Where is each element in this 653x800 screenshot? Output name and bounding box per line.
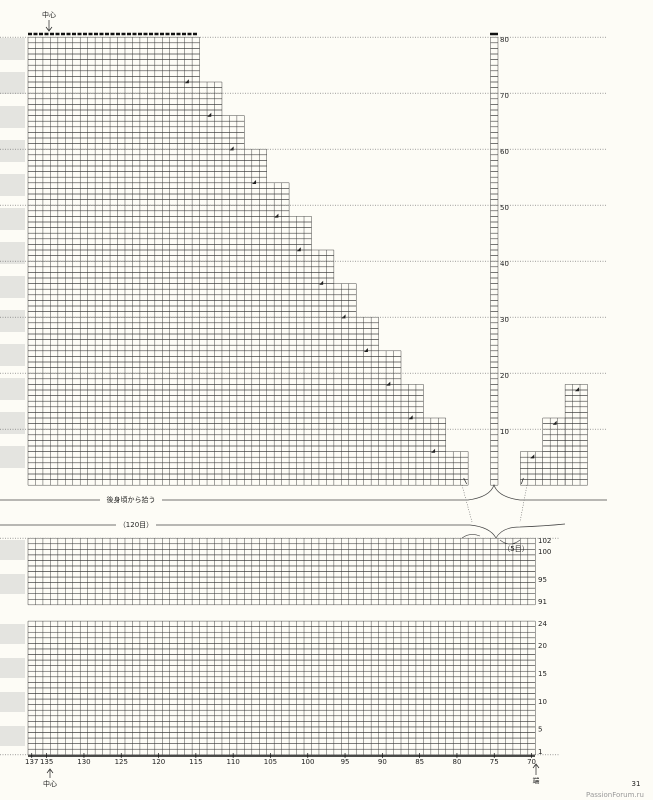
center-column — [490, 36, 499, 486]
increase-mark — [530, 454, 535, 459]
edge-arrow — [532, 763, 540, 775]
stitch-label: 70 — [527, 758, 536, 766]
row-label: 5 — [538, 726, 542, 734]
stitch-label: 100 — [301, 758, 314, 766]
decrease-mark — [363, 348, 368, 352]
decrease-mark — [431, 448, 436, 453]
row-label: 20 — [500, 372, 509, 380]
stitch-label: 95 — [341, 758, 350, 766]
row-label: 20 — [538, 642, 547, 650]
center-label-top: 中心 — [42, 10, 56, 19]
stitch-label: 115 — [189, 758, 202, 766]
row-label: 60 — [500, 148, 509, 156]
middle-grid — [27, 538, 536, 606]
left-stripes — [0, 38, 25, 746]
count-label-bg — [116, 518, 156, 531]
decrease-mark — [296, 247, 301, 252]
stitch-label: 85 — [415, 758, 424, 766]
row-label: 91 — [538, 598, 547, 606]
row-label: 102 — [538, 537, 551, 545]
stitch-label: 80 — [452, 758, 461, 766]
stitch-label: 105 — [264, 758, 277, 766]
right-grid-b — [542, 417, 566, 486]
page-number: 31 — [632, 780, 641, 788]
row-label: 100 — [538, 548, 551, 556]
center-arrow-bottom — [46, 768, 54, 778]
row-label: 70 — [500, 92, 509, 100]
center-label-bottom: 中心 — [43, 779, 57, 788]
decrease-mark — [252, 180, 257, 184]
stitch-label: 90 — [378, 758, 387, 766]
pickup-label: 後身頃から拾う — [107, 495, 156, 504]
row-label: 1 — [538, 748, 542, 756]
stitch-label: 130 — [77, 758, 90, 766]
stitch-label: 75 — [490, 758, 499, 766]
pickup-label-bg — [100, 493, 162, 506]
stitch-label: 135 — [40, 758, 53, 766]
bottom-grid — [27, 620, 536, 756]
center-arrow-top — [45, 20, 53, 32]
row-label: 10 — [500, 428, 509, 436]
pickup-arrows — [463, 477, 524, 485]
row-label: 24 — [538, 620, 547, 628]
decrease-mark — [386, 381, 391, 386]
count-line — [0, 523, 566, 539]
edge-label: 端 — [533, 776, 540, 785]
row-label: 50 — [500, 204, 509, 212]
row-label: 80 — [500, 36, 509, 44]
decrease-mark — [184, 79, 189, 84]
decrease-mark — [207, 112, 212, 117]
top-grid — [27, 36, 469, 486]
row-label: 10 — [538, 698, 547, 706]
decrease-mark — [408, 415, 413, 420]
row-label: 95 — [538, 576, 547, 584]
row-label: 30 — [500, 316, 509, 324]
stitch-count-label: （120目） — [119, 521, 153, 529]
row-label: 15 — [538, 670, 547, 678]
side-count-label: （5目） — [503, 545, 528, 553]
decrease-mark — [319, 280, 324, 285]
row-label: 40 — [500, 260, 509, 268]
stitch-label: 137 — [25, 758, 38, 766]
increase-mark — [575, 387, 580, 392]
stitch-label: 110 — [226, 758, 239, 766]
stitch-label: 120 — [152, 758, 165, 766]
watermark: PassionForum.ru — [586, 791, 644, 799]
stitch-label: 125 — [115, 758, 128, 766]
decrease-mark — [274, 213, 279, 218]
increase-mark — [552, 420, 557, 425]
